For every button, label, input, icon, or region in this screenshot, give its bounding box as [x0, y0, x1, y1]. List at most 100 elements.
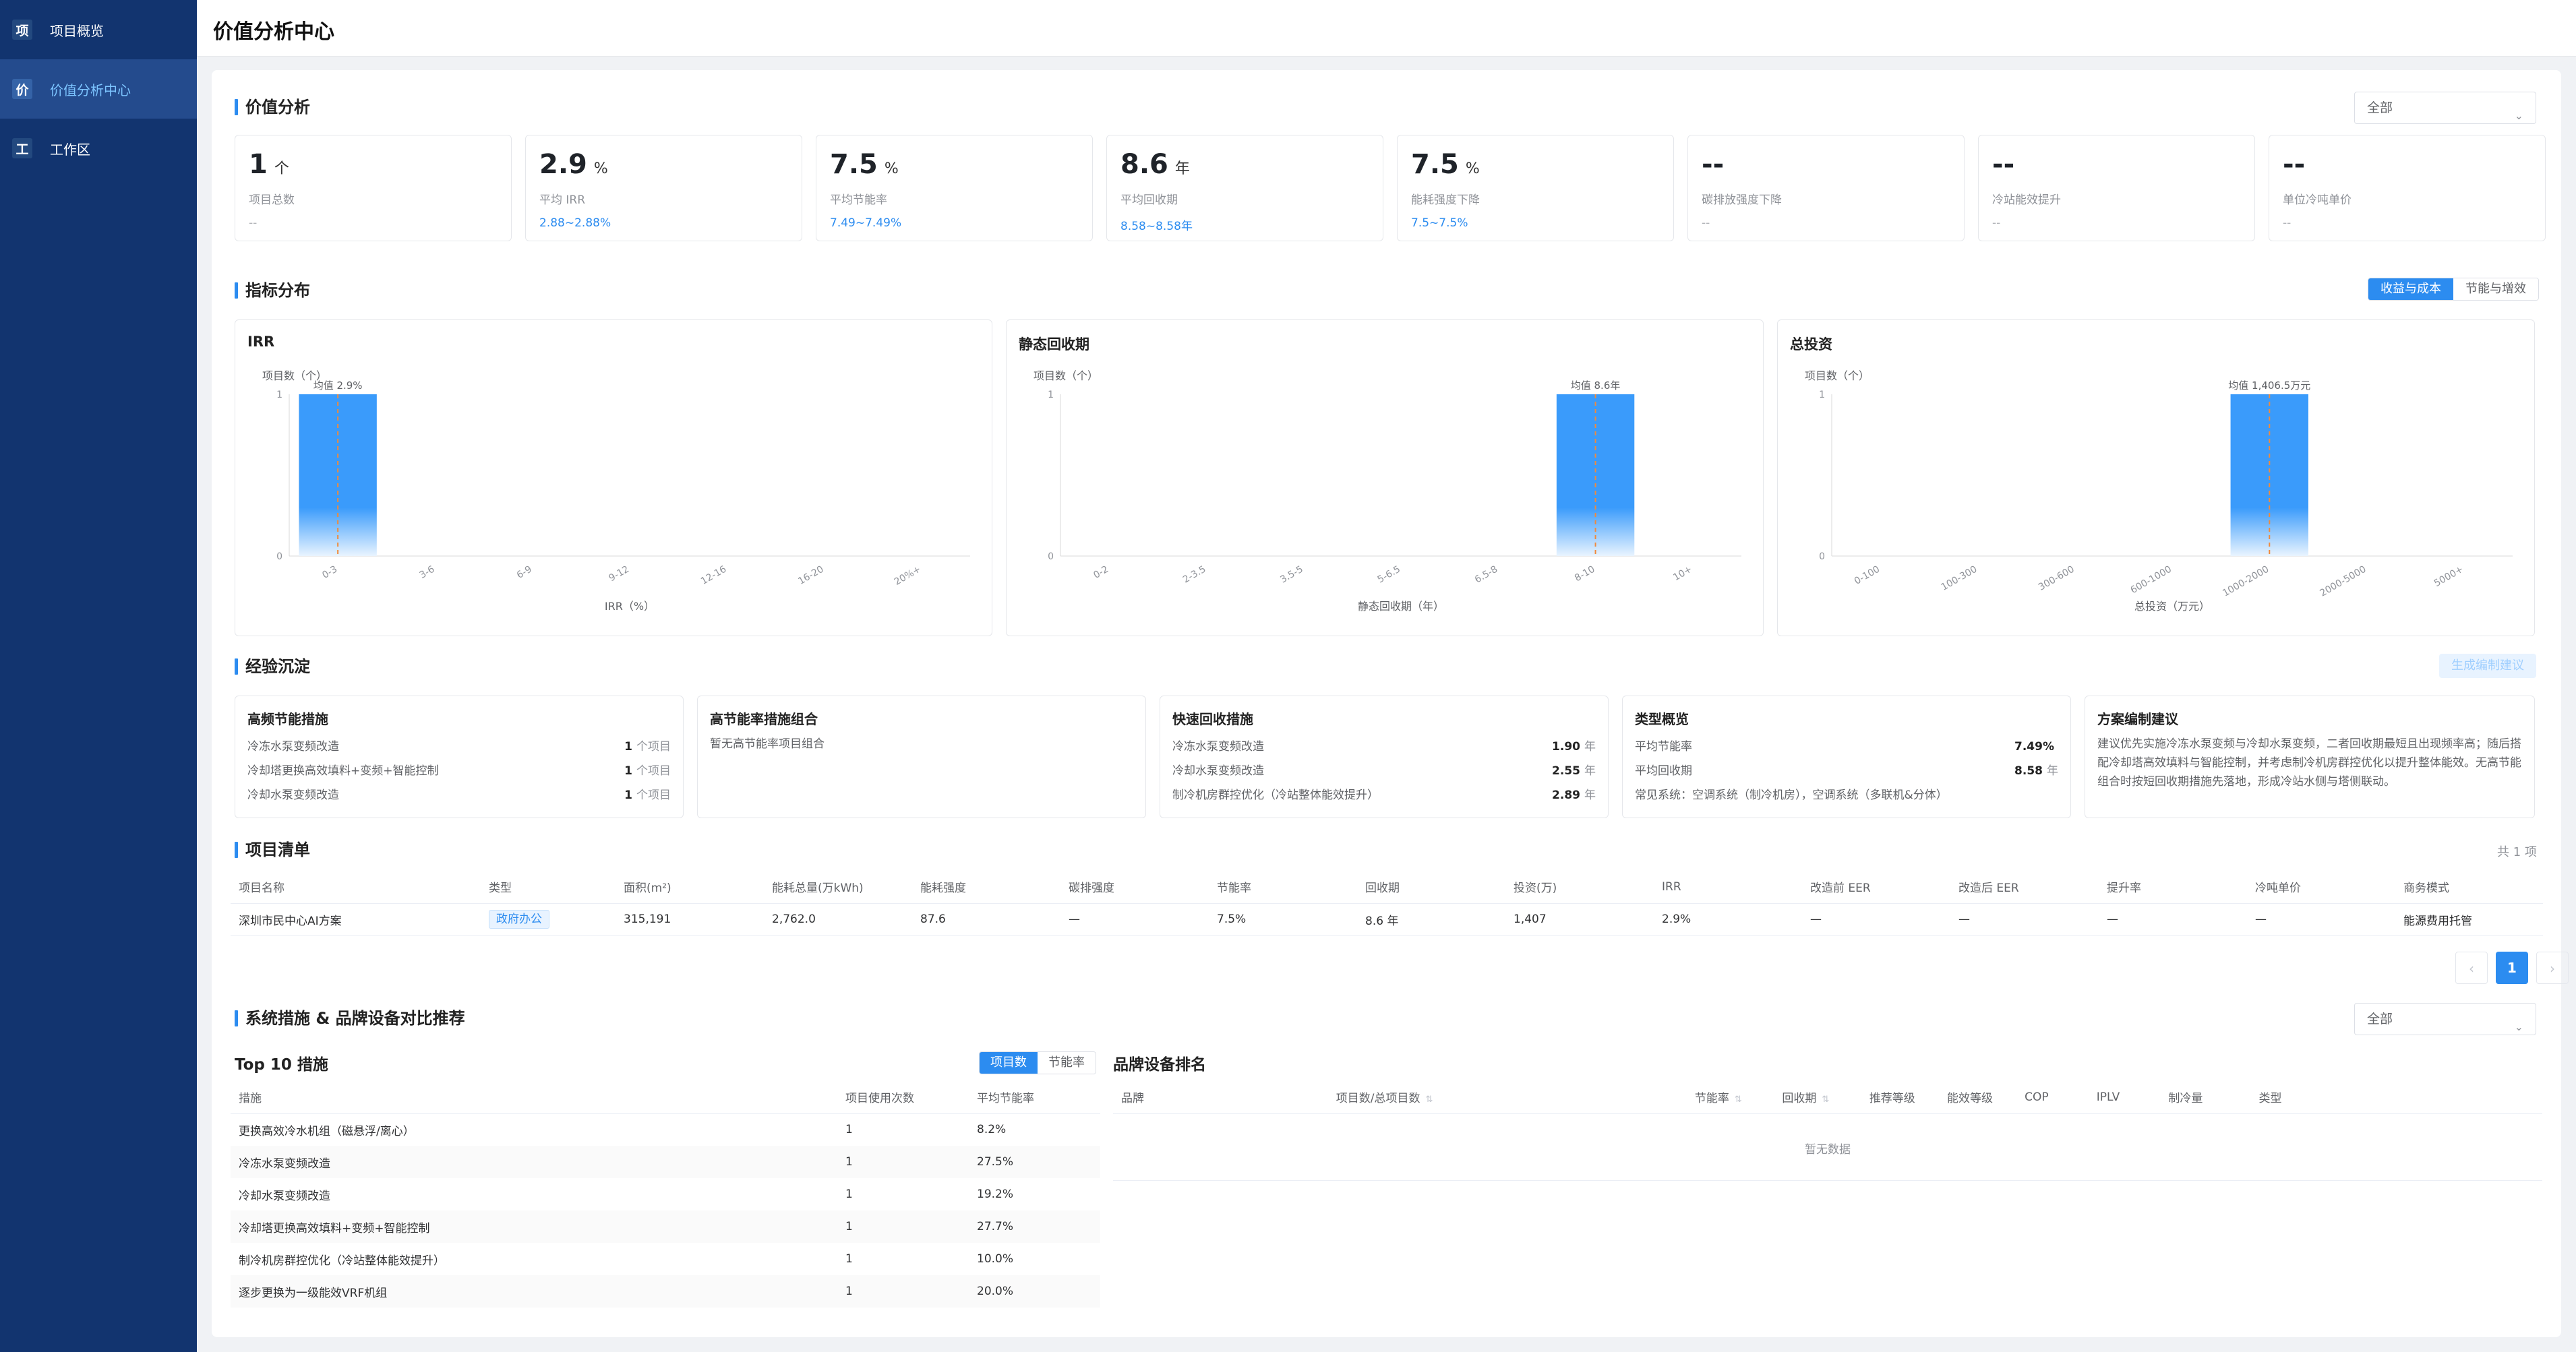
column-header: 项目使用次数 [837, 1081, 969, 1114]
table-cell: 10.0% [977, 1252, 1014, 1266]
y-axis-label: 项目数（个） [1034, 369, 1098, 382]
sidebar-item-value-center[interactable]: 价 价值分析中心 [0, 59, 197, 119]
column-header-label: 回收期 [1782, 1092, 1817, 1106]
table-row[interactable]: 逐步更换为一级能效VRF机组 1 20.0% [231, 1275, 1100, 1308]
column-header-label: IPLV [2096, 1090, 2120, 1104]
distribution-tabs: 收益与成本 节能与增效 [2368, 278, 2539, 301]
metric-row: 冷却水泵变频改造 2.55 年 [1172, 759, 1596, 783]
kpi-unit: % [1465, 160, 1480, 177]
card-title: 类型概览 [1635, 711, 1689, 727]
y-tick-label: 0 [276, 551, 282, 562]
sidebar-item-workspace[interactable]: 工 工作区 [0, 119, 197, 178]
table-cell: 深圳市民中心AI方案 [231, 903, 481, 936]
kpi-value: -- [2283, 149, 2306, 180]
chart-title: 总投资 [1790, 336, 1832, 352]
kpi-range: -- [2283, 216, 2292, 230]
column-header: 项目名称 [231, 871, 481, 904]
mean-label: 均值 2.9% [313, 379, 363, 392]
kpi-range: 7.49~7.49% [830, 216, 902, 230]
tab-saving-rate[interactable]: 节能率 [1038, 1052, 1096, 1074]
brand-empty-text: 暂无数据 [1113, 1119, 2542, 1181]
kpi-value-line: 2.9% [539, 148, 788, 186]
column-header: 推荐等级 [1861, 1081, 1939, 1114]
table-row[interactable]: 制冷机房群控优化（冷站整体能效提升） 1 10.0% [231, 1243, 1100, 1275]
empty-text: 暂无高节能率项目组合 [710, 737, 825, 751]
tab-project-count[interactable]: 项目数 [980, 1052, 1038, 1074]
bar-chart: 0 1 项目数（个） 0-3 3-6 6-9 9-12 12-16 16-20 20%+ 均值 2.… [262, 369, 970, 613]
table-cell: 1 [845, 1188, 853, 1201]
metric-unit: 年 [2047, 764, 2058, 778]
generate-advice-button[interactable]: 生成编制建议 [2439, 654, 2536, 678]
metric-row: 制冷机房群控优化（冷站整体能效提升） 2.89 年 [1172, 783, 1596, 807]
x-tick-label: 600-1000 [2129, 564, 2174, 596]
y-tick-label: 1 [1819, 390, 1825, 400]
workspace-icon: 工 [12, 138, 32, 158]
sort-icon[interactable]: ⇅ [1734, 1095, 1742, 1105]
kpi-value: 7.5 [1411, 149, 1459, 180]
table-cell: 1,407 [1505, 903, 1654, 936]
metric-name: 冷却水泵变频改造 [1172, 764, 1264, 778]
metric-unit: 年 [1584, 764, 1596, 778]
metric-name: 平均回收期 [1635, 764, 1692, 778]
measures-filter-select[interactable]: 全部 ⌄ [2354, 1003, 2536, 1035]
column-header: IRR [1654, 871, 1802, 904]
sidebar-item-overview[interactable]: 项 项目概览 [0, 0, 197, 59]
table-row[interactable]: 冷冻水泵变频改造 1 27.5% [231, 1146, 1100, 1178]
table-row[interactable]: 深圳市民中心AI方案 政府办公 315,191 2,762.0 87.6—7.5% 8.6… [231, 903, 2543, 936]
bar-chart: 0 1 项目数（个） 0-2 2-3.5 3.5-5 5-6.5 6.5-8 8-10 10+ 均值… [1034, 369, 1741, 613]
kpi-unit: % [884, 160, 899, 177]
tab-energy-efficiency[interactable]: 节能与增效 [2453, 278, 2538, 300]
table-row[interactable]: 更换高效冷水机组（磁悬浮/离心） 1 8.2% [231, 1113, 1100, 1146]
chart-title: 静态回收期 [1019, 336, 1089, 352]
table-cell: 20.0% [969, 1275, 1100, 1308]
metric-value-group: 1 个项目 [624, 759, 671, 783]
kpi-value: 2.9 [539, 149, 587, 180]
table-row[interactable]: 冷却水泵变频改造 1 19.2% [231, 1178, 1100, 1210]
brand-ranking-title: 品牌设备排名 [1113, 1056, 1206, 1074]
mean-label: 均值 1,406.5万元 [2228, 379, 2310, 392]
kpi-value-line: 8.6 年 [1120, 148, 1369, 186]
column-header: 面积(m²) [616, 871, 764, 904]
next-page-button[interactable]: › [2536, 952, 2569, 984]
project-table: 项目名称 类型 面积(m²) 能耗总量(万kWh) 能耗强度 碳排强度 节能率 回收期 投资(万… [231, 871, 2543, 936]
kpi-label: 项目总数 [249, 193, 295, 207]
kpi-value: -- [1702, 149, 1725, 180]
kpi-value-line: -- [1702, 148, 1950, 186]
x-tick-label: 8-10 [1573, 564, 1597, 584]
x-tick-label: 6.5-8 [1473, 564, 1499, 586]
tab-revenue-cost[interactable]: 收益与成本 [2368, 278, 2453, 300]
x-tick-label: 3.5-5 [1278, 564, 1305, 586]
column-header: 制冷量 [2160, 1081, 2251, 1114]
metric-row: 冷冻水泵变频改造 1.90 年 [1172, 735, 1596, 759]
metric-name: 制冷机房群控优化（冷站整体能效提升） [1172, 789, 1379, 802]
column-header[interactable]: 节能率 ⇅ [1686, 1081, 1774, 1114]
value-filter-select[interactable]: 全部 ⌄ [2354, 92, 2536, 124]
page-1-button[interactable]: 1 [2496, 952, 2528, 984]
table-cell: 1 [845, 1123, 853, 1137]
x-axis-label: 总投资（万元） [2134, 600, 2210, 613]
table-cell: 1 [845, 1252, 853, 1266]
table-row[interactable]: 冷却塔更换高效填料+变频+智能控制 1 27.7% [231, 1210, 1100, 1243]
main-content: 价值分析 全部 ⌄ 1 个项目总数 -- 2.9% 平均 IRR 2.88~2.88% 7.… [212, 70, 2569, 1337]
prev-page-button[interactable]: ‹ [2455, 952, 2488, 984]
metric-value-group: 1 个项目 [624, 735, 671, 759]
column-header: 碳排强度 [1060, 871, 1209, 904]
table-cell: 7.5% [1209, 903, 1357, 936]
kpi-range: -- [1702, 216, 1710, 230]
metric-name: 冷却水泵变频改造 [247, 789, 339, 802]
metric-unit: 年 [1584, 740, 1596, 754]
column-header[interactable]: 回收期 ⇅ [1774, 1081, 1861, 1114]
column-header: 品牌 [1113, 1081, 1328, 1114]
kpi-unit: % [593, 160, 608, 177]
mean-label: 均值 8.6年 [1571, 379, 1621, 392]
metric-row: 冷却水泵变频改造 1 个项目 [247, 783, 671, 807]
kpi-label: 冷站能效提升 [1992, 193, 2061, 207]
table-cell: 27.7% [969, 1210, 1100, 1243]
sort-icon[interactable]: ⇅ [1822, 1095, 1830, 1105]
column-header[interactable]: 项目数/总项目数 ⇅ [1327, 1081, 1687, 1114]
card-title: 高频节能措施 [247, 711, 328, 727]
table-cell: 冷却塔更换高效填料+变频+智能控制 [231, 1210, 837, 1243]
sort-icon[interactable]: ⇅ [1425, 1095, 1433, 1105]
kpi-label: 平均回收期 [1120, 193, 1178, 207]
section-title-system-measures: 系统措施 & 品牌设备对比推荐 [235, 1008, 465, 1028]
